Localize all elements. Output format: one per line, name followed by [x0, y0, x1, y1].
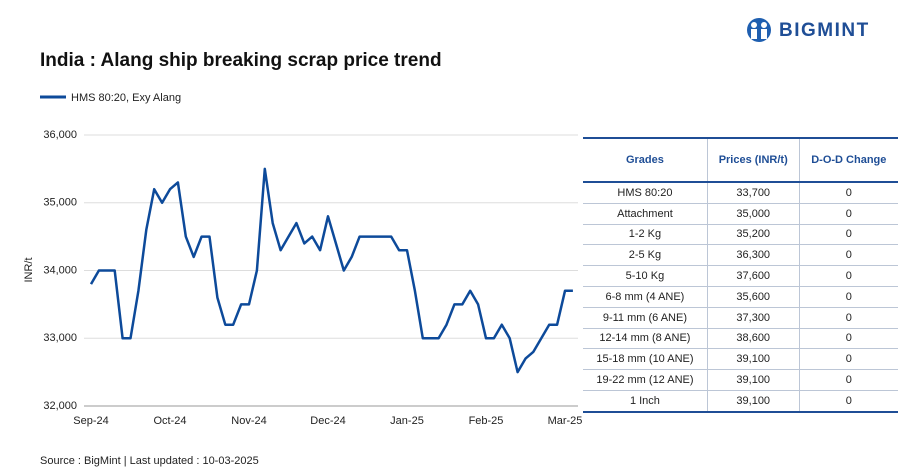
logo-text: BIGMINT — [779, 20, 870, 41]
table-cell: 0 — [798, 286, 898, 308]
table-cell: 0 — [798, 182, 898, 204]
table-cell: 0 — [798, 390, 898, 413]
logo: BIGMINT — [747, 18, 870, 42]
table-cell: HMS 80:20 — [583, 182, 708, 204]
table-row: 1-2 Kg 35,200 0 — [583, 224, 898, 246]
table-cell: 33,700 — [706, 182, 800, 204]
x-tick-label: Mar-25 — [548, 415, 583, 427]
y-tick-label: 35,000 — [43, 197, 77, 209]
x-tick-label: Jan-25 — [390, 415, 424, 427]
table-cell: 35,600 — [706, 286, 800, 308]
y-tick-label: 34,000 — [43, 264, 77, 276]
table-cell: 9-11 mm (6 ANE) — [583, 307, 708, 329]
x-tick-label: Nov-24 — [231, 415, 266, 427]
table-cell: 0 — [798, 224, 898, 246]
table-cell: 0 — [798, 348, 898, 371]
table-cell: 0 — [798, 328, 898, 350]
table-cell: Attachment — [583, 203, 708, 225]
header-cell: Prices (INR/t) — [706, 137, 800, 183]
table-cell: 5-10 Kg — [583, 265, 708, 287]
table-row: 2-5 Kg 36,300 0 — [583, 244, 898, 267]
table-row: 12-14 mm (8 ANE) 38,600 0 — [583, 328, 898, 350]
legend-label: HMS 80:20, Exy Alang — [71, 92, 181, 104]
table-cell: 37,300 — [706, 307, 800, 329]
y-axis-label: INR/t — [23, 257, 35, 282]
table-row: 5-10 Kg 37,600 0 — [583, 265, 898, 287]
source: Source : BigMint | Last updated : 10-03-… — [40, 455, 259, 467]
table-cell: 6-8 mm (4 ANE) — [583, 286, 708, 308]
table-row: 1 Inch 39,100 0 — [583, 390, 898, 413]
price-line — [89, 167, 573, 374]
table-cell: 1-2 Kg — [583, 224, 708, 246]
table-cell: 0 — [798, 203, 898, 225]
table-cell: 0 — [798, 265, 898, 287]
table-cell: 12-14 mm (8 ANE) — [583, 328, 708, 350]
chart-title: India : Alang ship breaking scrap price … — [40, 50, 442, 71]
table-cell: 35,000 — [706, 203, 800, 225]
table-cell: 39,100 — [706, 348, 800, 371]
y-tick-label: 33,000 — [43, 332, 77, 344]
table-row: Attachment 35,000 0 — [583, 203, 898, 225]
y-tick-label: 32,000 — [43, 400, 77, 412]
table-row: 6-8 mm (4 ANE) 35,600 0 — [583, 286, 898, 308]
table-cell: 0 — [798, 369, 898, 391]
table-cell: 36,300 — [706, 244, 800, 267]
price-table: Grades Prices (INR/t) D-O-D Change HMS 80:2… — [583, 137, 898, 413]
table-cell: 2-5 Kg — [583, 244, 708, 267]
header-cell: D-O-D Change — [798, 137, 898, 183]
table-cell: 1 Inch — [583, 390, 708, 413]
table-cell: 39,100 — [706, 390, 800, 413]
header-cell: Grades — [583, 137, 708, 183]
table-cell: 19-22 mm (12 ANE) — [583, 369, 708, 391]
table-cell: 35,200 — [706, 224, 800, 246]
x-tick-label: Dec-24 — [310, 415, 345, 427]
x-tick-label: Sep-24 — [73, 415, 108, 427]
table-cell: 39,100 — [706, 369, 800, 391]
table-cell: 37,600 — [706, 265, 800, 287]
table-cell: 15-18 mm (10 ANE) — [583, 348, 708, 371]
table-row: HMS 80:20 33,700 0 — [583, 182, 898, 204]
header-row: Grades Prices (INR/t) D-O-D Change — [583, 137, 898, 183]
table-cell: 38,600 — [706, 328, 800, 350]
table-cell: 0 — [798, 244, 898, 267]
x-tick-label: Feb-25 — [469, 415, 504, 427]
table-row: 15-18 mm (10 ANE) 39,100 0 — [583, 348, 898, 371]
table-cell: 0 — [798, 307, 898, 329]
table-row: 19-22 mm (12 ANE) 39,100 0 — [583, 369, 898, 391]
table-row: 9-11 mm (6 ANE) 37,300 0 — [583, 307, 898, 329]
x-tick-label: Oct-24 — [153, 415, 186, 427]
y-tick-label: 36,000 — [43, 129, 77, 141]
